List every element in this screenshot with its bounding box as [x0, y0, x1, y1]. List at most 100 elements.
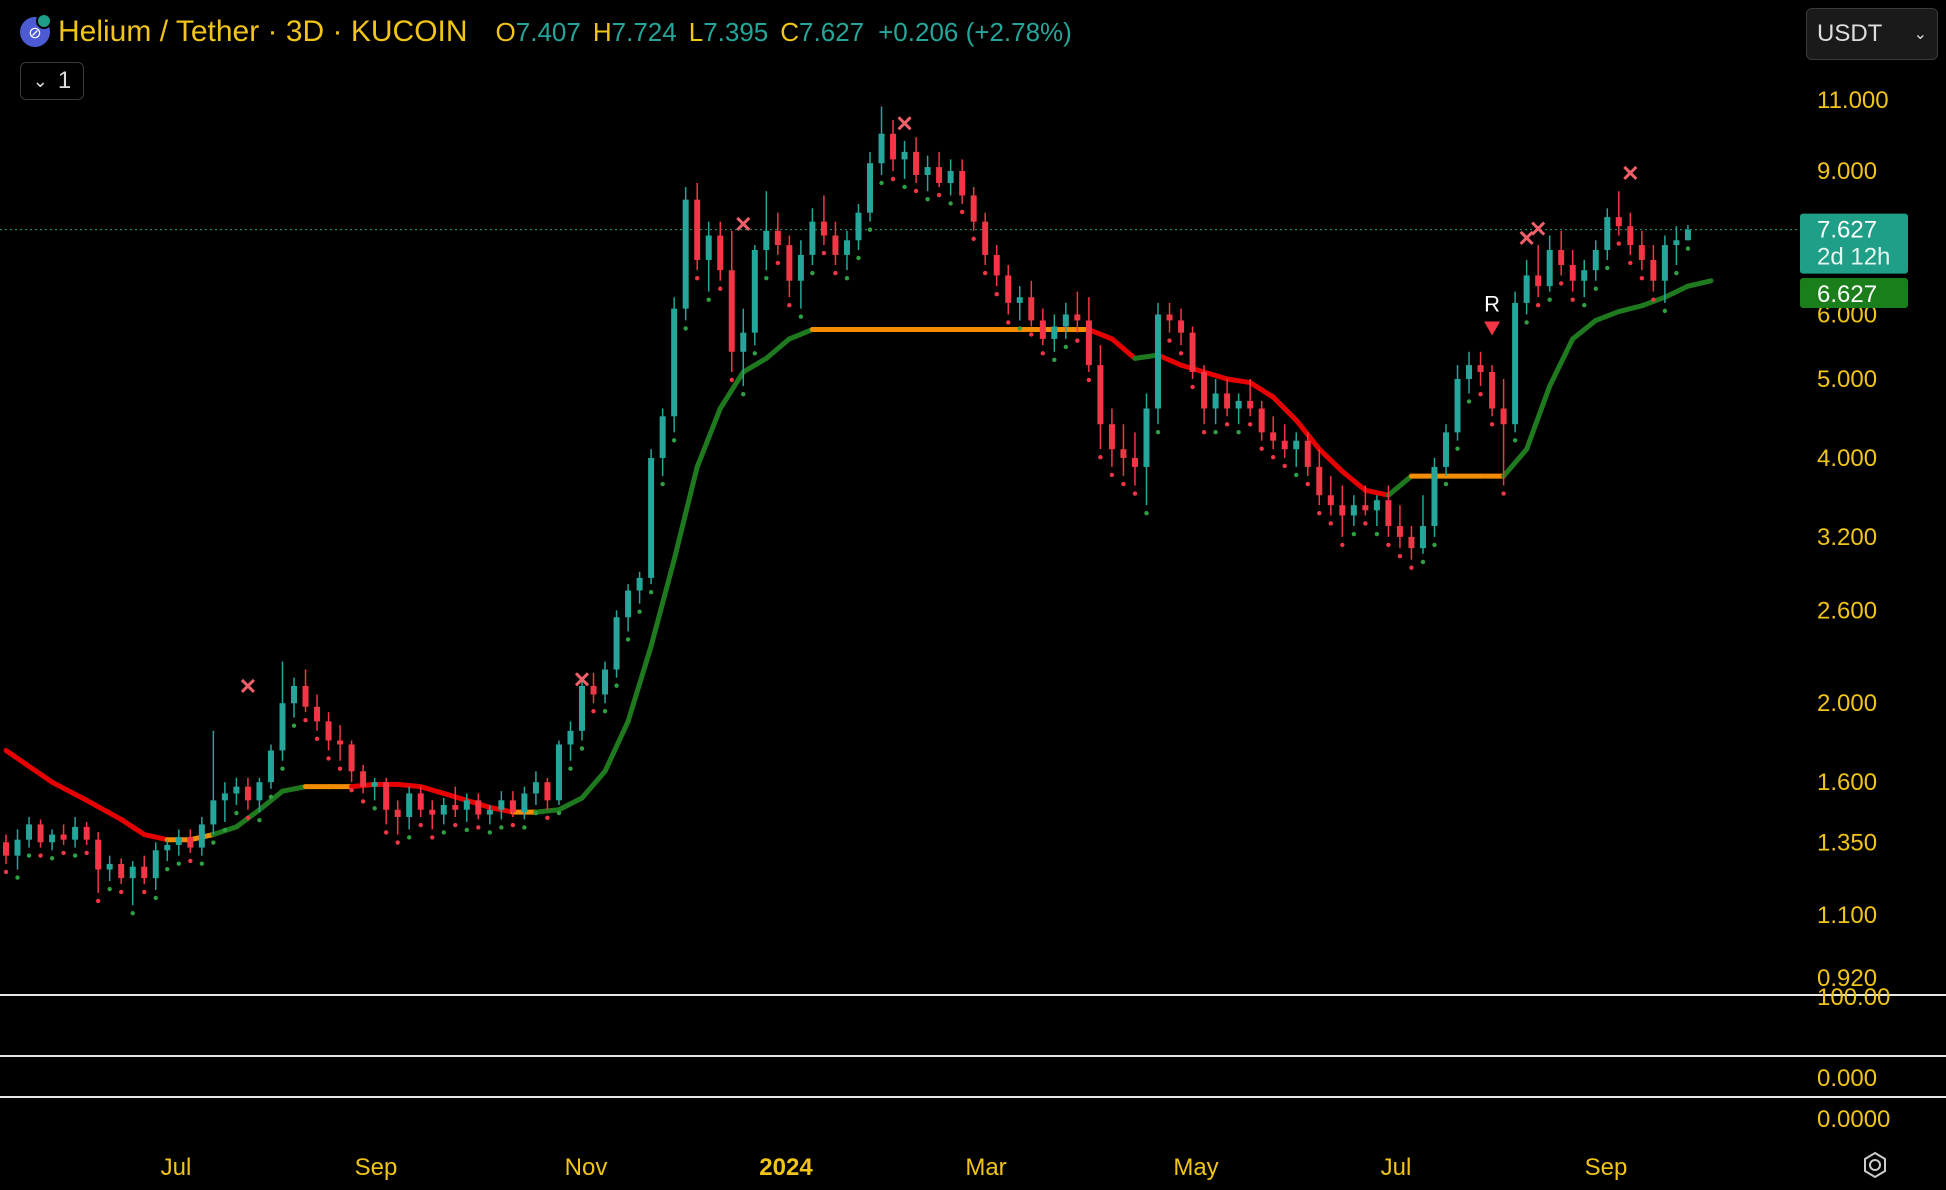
candle-body	[763, 230, 770, 250]
signal-dot	[660, 481, 665, 487]
signal-dot	[1271, 455, 1276, 460]
candle-body	[602, 669, 609, 695]
candle-body	[1005, 275, 1012, 303]
candle-body	[1489, 371, 1496, 409]
trend-line-segment	[717, 369, 746, 412]
signal-dot	[38, 853, 43, 858]
candle-body	[843, 240, 850, 255]
candle-body	[694, 199, 701, 260]
candle-body	[1558, 249, 1565, 266]
lower-axis-label: 0.000	[1817, 1065, 1877, 1092]
signal-dot	[1236, 430, 1241, 435]
trend-line-segment	[1524, 383, 1553, 452]
trend-line-segment	[1593, 309, 1622, 323]
close-label: C	[780, 16, 800, 47]
candle-body	[671, 308, 678, 417]
signal-dot	[61, 850, 66, 856]
candle-body	[1212, 393, 1219, 409]
x-axis-tick-label: Jul	[161, 1154, 192, 1181]
trend-line-segment	[625, 643, 654, 724]
signal-dot	[326, 756, 331, 761]
signal-dot	[72, 853, 78, 858]
candle-body	[429, 809, 436, 815]
trend-line-segment	[1132, 352, 1161, 361]
candle-body	[49, 834, 56, 843]
x-axis-tick-label: Nov	[565, 1154, 608, 1181]
candle-body	[659, 416, 666, 458]
candle-body	[774, 230, 781, 246]
currency-select[interactable]: USDT ⌄	[1806, 8, 1938, 60]
candle-body	[187, 837, 194, 848]
candle-body	[37, 824, 44, 843]
signal-dot	[1282, 463, 1287, 469]
signal-dot	[1006, 320, 1011, 325]
symbol-title[interactable]: Helium / Tether · 3D · KUCOIN	[58, 15, 468, 48]
candle-body	[1028, 297, 1035, 321]
candle-body	[118, 863, 125, 879]
candle-body	[175, 837, 182, 845]
signal-dot	[1582, 303, 1587, 308]
x-axis-tick-label: Jul	[1381, 1154, 1412, 1181]
candle-body	[1062, 314, 1069, 327]
signal-dot	[1639, 275, 1645, 281]
signal-dot	[1363, 521, 1368, 526]
candle-body	[337, 740, 344, 745]
candle-body	[1085, 320, 1092, 366]
candle-body	[60, 834, 67, 840]
signal-dot	[303, 717, 308, 723]
close-value: 7.627	[799, 16, 865, 47]
candle-body	[682, 199, 689, 309]
trend-line-segment	[1086, 327, 1115, 342]
candle-body	[1270, 432, 1277, 441]
signal-dot	[1547, 297, 1552, 302]
candle-body	[463, 800, 470, 810]
candle-body	[417, 793, 424, 810]
candle-body	[544, 782, 551, 801]
signal-dot	[959, 209, 965, 215]
signal-dot	[1478, 391, 1483, 397]
candle-body	[509, 800, 516, 813]
signal-dot	[107, 886, 112, 892]
trend-line-segment	[256, 788, 285, 813]
candle-body	[129, 866, 136, 879]
signal-dot	[798, 314, 804, 319]
trend-line-segment	[1224, 376, 1253, 386]
candle-body	[256, 782, 263, 801]
signal-dot	[1489, 422, 1495, 427]
x-axis-tick-label: 2024	[759, 1154, 813, 1181]
trend-line-segment	[556, 795, 585, 813]
trend-line-segment	[1201, 369, 1230, 382]
x-axis-tick-label: Mar	[965, 1154, 1006, 1181]
candle-body	[291, 685, 297, 704]
signal-dot	[1294, 472, 1299, 478]
signal-dot	[925, 197, 930, 202]
settings-gear-icon[interactable]	[1860, 1150, 1890, 1180]
trend-line-segment	[1109, 336, 1138, 361]
candle-body	[198, 824, 205, 848]
candle-body	[141, 866, 148, 879]
candle-body	[1638, 245, 1645, 260]
y-axis-tick-label: 2.600	[1817, 597, 1877, 624]
candle-body	[625, 590, 632, 618]
candle-body	[1201, 371, 1208, 409]
signal-dot	[1432, 542, 1437, 548]
trend-line-segment	[648, 557, 677, 649]
indicator-collapse-button[interactable]: ⌄ 1	[20, 62, 84, 100]
candle-body	[1684, 229, 1691, 241]
signal-dot	[314, 736, 320, 742]
candle-body	[832, 235, 839, 255]
signal-dot	[407, 835, 412, 840]
trend-line-segment	[579, 768, 608, 801]
trend-line-segment	[49, 779, 90, 803]
candle-body	[475, 800, 482, 815]
trend-line-segment	[1385, 473, 1414, 498]
candle-body	[947, 171, 954, 184]
last-price-badge	[1800, 213, 1908, 274]
signal-dot	[1420, 559, 1426, 565]
signal-dot	[533, 810, 539, 816]
last-price-label: 7.627	[1817, 217, 1877, 244]
signal-dot	[706, 297, 711, 302]
candle-body	[705, 235, 712, 260]
candle-body	[1604, 217, 1611, 250]
